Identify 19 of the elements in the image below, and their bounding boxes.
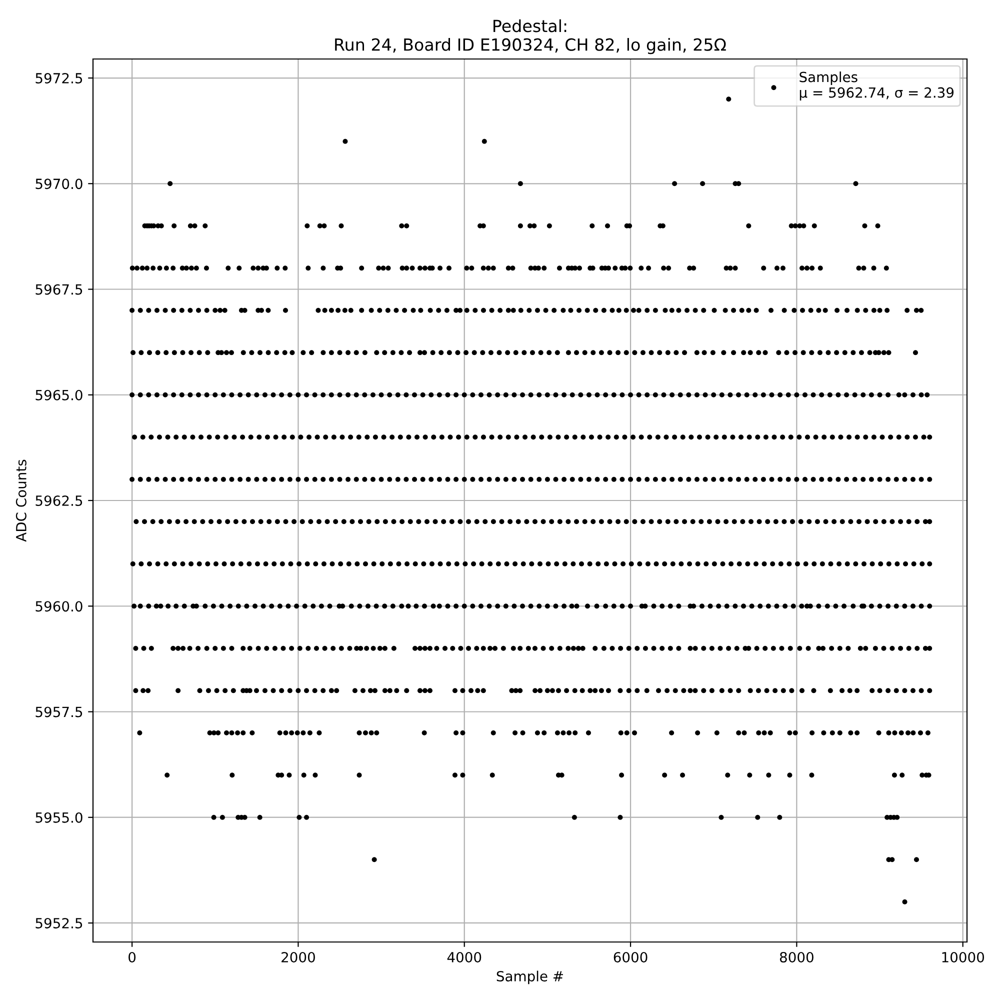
x-tick-label: 0 xyxy=(128,952,136,962)
y-tick-label: 5952.5 xyxy=(36,918,82,928)
y-axis-title: ADC Counts xyxy=(16,460,26,542)
x-tick-label: 4000 xyxy=(447,952,482,962)
y-tick-label: 5960.0 xyxy=(36,601,82,612)
x-tick-label: 8000 xyxy=(780,952,814,962)
y-tick-label: 5972.5 xyxy=(36,72,82,84)
y-tick-label: 5965.0 xyxy=(36,390,82,400)
x-axis-title: Sample # xyxy=(496,970,563,984)
x-tick-label: 10000 xyxy=(942,952,984,962)
x-tick-label: 6000 xyxy=(614,952,648,962)
legend-label: Samples μ = 5962.74, σ = 2.39 xyxy=(800,72,954,100)
y-tick-label: 5955.0 xyxy=(36,812,82,823)
y-tick-label: 5967.5 xyxy=(36,284,82,295)
y-tick-label: 5970.0 xyxy=(36,178,82,190)
y-tick-label: 5957.5 xyxy=(36,706,82,718)
x-tick-label: 2000 xyxy=(282,952,315,962)
y-tick-label: 5962.5 xyxy=(36,495,82,506)
chart-title: Pedestal: Run 24, Board ID E190324, CH 82, lo gain, 25Ω xyxy=(335,19,726,54)
